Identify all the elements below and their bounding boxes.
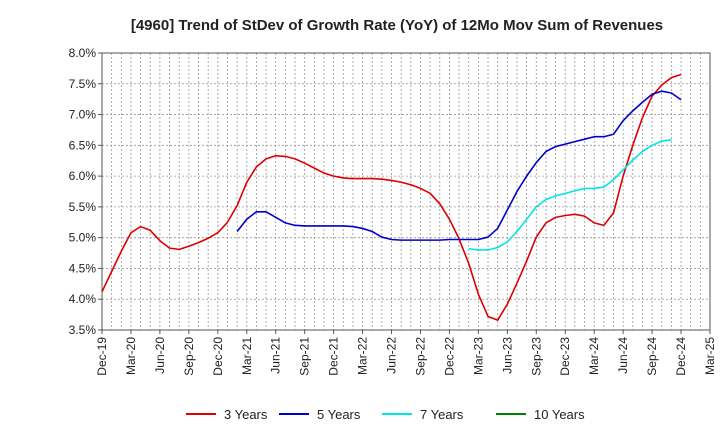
x-tick-label: Dec-24 (674, 337, 688, 376)
x-tick-label: Jun-23 (500, 337, 514, 374)
y-tick-label: 5.5% (69, 200, 97, 214)
x-tick-label: Jun-22 (385, 337, 399, 374)
y-tick-label: 4.5% (69, 261, 97, 275)
legend-label: 7 Years (420, 407, 464, 422)
x-tick-label: Dec-22 (442, 337, 456, 376)
series-line-3-years (101, 73, 682, 321)
plot-frame (101, 52, 711, 331)
series-layer (101, 73, 682, 321)
legend-label: 3 Years (224, 407, 268, 422)
x-tick-label: Mar-21 (240, 337, 254, 375)
x-tick-label: Sep-23 (529, 337, 543, 376)
y-tick-label: 7.0% (69, 108, 97, 122)
x-tick-label: Dec-23 (558, 337, 572, 376)
series-line-7-years (468, 138, 672, 251)
x-tick-label: Sep-21 (298, 337, 312, 376)
x-tick-label: Mar-23 (471, 337, 485, 375)
x-tick-label: Jun-24 (616, 337, 630, 374)
series-line-5-years (236, 90, 682, 241)
x-tick-label: Jun-20 (153, 337, 167, 374)
x-axis: Dec-19 Mar-20 Jun-20 Sep-20 Dec-20 Mar-21 Jun-… (95, 330, 717, 376)
legend-label: 5 Years (317, 407, 361, 422)
x-tick-label: Dec-19 (95, 337, 109, 376)
legend-item-5-years: 5 Years (279, 407, 361, 422)
x-tick-label: Mar-25 (703, 337, 717, 375)
legend-item-3-years: 3 Years (186, 407, 268, 422)
x-tick-label: Jun-21 (269, 337, 283, 374)
x-tick-label: Dec-20 (211, 337, 225, 376)
x-tick-label: Sep-22 (413, 337, 427, 376)
y-tick-label: 3.5% (69, 323, 97, 337)
legend-item-7-years: 7 Years (382, 407, 464, 422)
x-tick-label: Mar-20 (124, 337, 138, 375)
x-tick-label: Sep-24 (645, 337, 659, 376)
y-tick-label: 6.5% (69, 138, 97, 152)
y-tick-label: 4.0% (69, 292, 97, 306)
legend: 3 Years 5 Years 7 Years 10 Years (186, 407, 585, 422)
x-tick-label: Mar-24 (587, 337, 601, 375)
x-tick-label: Sep-20 (182, 337, 196, 376)
y-tick-label: 5.0% (69, 231, 97, 245)
y-tick-label: 6.0% (69, 169, 97, 183)
y-tick-label: 8.0% (69, 46, 97, 60)
y-axis: 3.5% 4.0% 4.5% 5.0% 5.5% 6.0% 6.5% 7.0% 7.5% 8.0% (69, 46, 102, 337)
x-tick-label: Dec-21 (327, 337, 341, 376)
legend-label: 10 Years (534, 407, 585, 422)
x-tick-label: Mar-22 (356, 337, 370, 375)
y-tick-label: 7.5% (69, 77, 97, 91)
chart-title: [4960] Trend of StDev of Growth Rate (Yo… (131, 17, 663, 34)
legend-item-10-years: 10 Years (496, 407, 585, 422)
